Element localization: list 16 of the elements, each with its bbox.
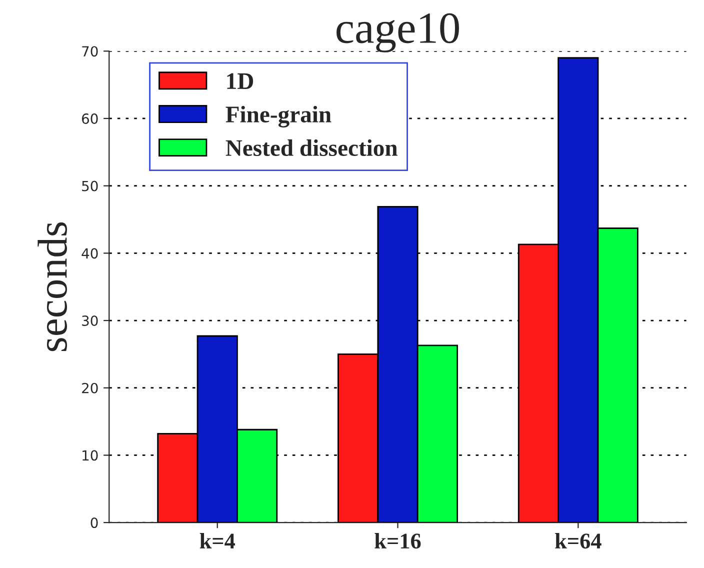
y-tick-label: 20 (82, 382, 98, 394)
legend-label: 1D (227, 73, 254, 89)
legend-label: Nested dissection (226, 139, 398, 156)
y-tick-label: 10 (82, 450, 98, 461)
y-tick-label: 60 (82, 113, 98, 124)
y-tick-label: 50 (82, 180, 98, 192)
y-tick-label: 0 (90, 518, 98, 528)
legend-label: Fine-grain (226, 106, 332, 128)
y-tick-label: 70 (82, 46, 98, 57)
x-tick-label: k=4 (200, 532, 236, 548)
y-tick-label: 30 (82, 315, 98, 326)
chart-title: cage10 (336, 13, 459, 52)
x-tick-label: k=64 (555, 532, 602, 549)
x-tick-label: k=16 (374, 532, 421, 549)
y-axis-title: seconds (38, 222, 68, 352)
y-tick-label: 40 (82, 248, 98, 259)
